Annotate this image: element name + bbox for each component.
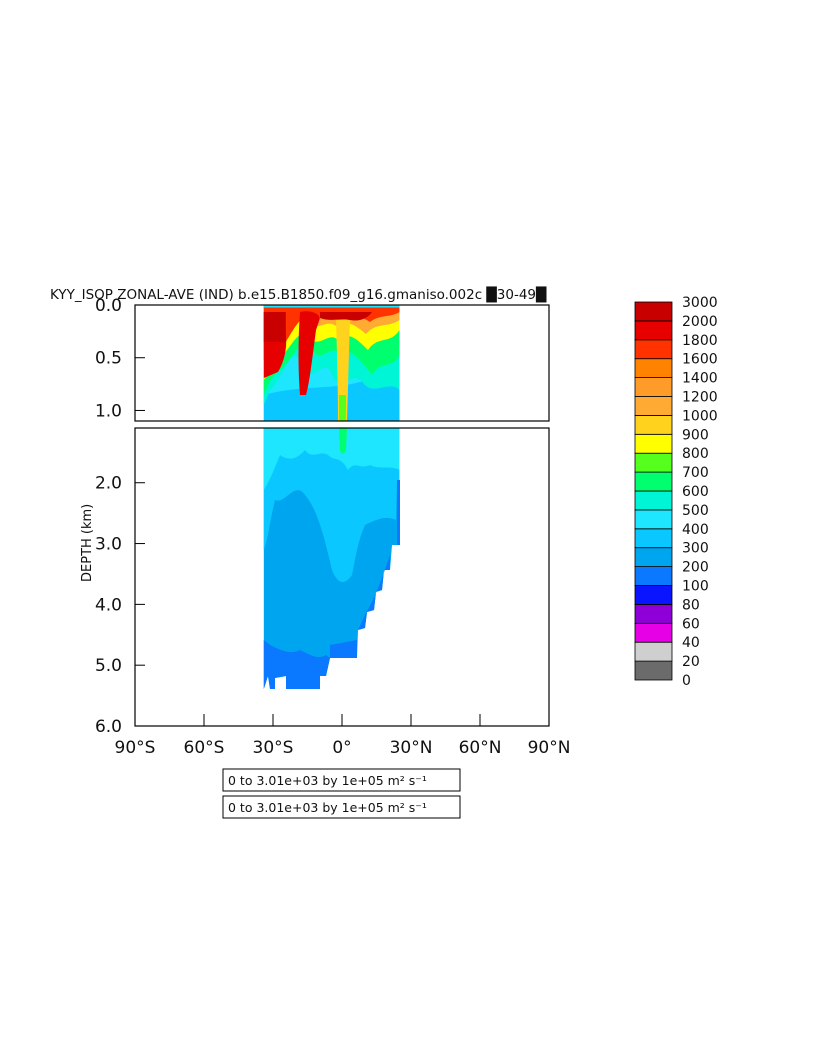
colorbar-label: 500 [682,503,709,519]
y-tick-label: 3.0 [95,535,122,555]
field-region [339,428,347,454]
colorbar-swatch [634,509,673,530]
colorbar-label: 60 [682,616,700,632]
y-tick-label: 5.0 [95,656,122,676]
colorbar-label: 800 [682,446,709,462]
colorbar-swatch [634,396,673,416]
colorbar-swatch [634,433,673,454]
field-region [263,428,400,490]
colorbar-swatch [634,490,673,511]
colorbar-swatch [634,358,673,379]
x-tick-label: 60°S [184,738,225,758]
info-box-1: 0 to 3.01e+03 by 1e+05 m² s⁻¹ [222,768,461,792]
colorbar-label: 1400 [682,371,718,387]
y-axis-label: DEPTH (km) [80,504,95,582]
colorbar-swatch [634,377,673,397]
colorbar-label: 1800 [682,333,718,349]
field-region [263,312,286,342]
x-tick-label: 90°N [528,738,571,758]
colorbar-swatch [634,566,673,586]
colorbar-label: 20 [682,654,700,670]
colorbar-swatch [634,585,673,605]
x-tick-label: 90°S [115,738,156,758]
colorbar-swatch [634,660,673,681]
colorbar-label: 3000 [682,295,718,311]
colorbar-swatch [634,301,673,322]
x-tick-label: 30°S [253,738,294,758]
colorbar-label: 1000 [682,408,718,424]
colorbar-label: 400 [682,522,709,538]
colorbar-swatch [634,547,673,568]
y-tick-label: 0.0 [95,296,122,316]
info-box-2: 0 to 3.01e+03 by 1e+05 m² s⁻¹ [222,795,461,819]
y-tick-label: 2.0 [95,474,122,494]
field-region [397,480,400,545]
colorbar-swatch [634,320,673,341]
field-region [263,380,400,421]
colorbar-label: 0 [682,673,691,689]
field-region [339,395,346,421]
field-region [263,428,400,582]
colorbar-label: 1200 [682,390,718,406]
field-region [263,305,400,308]
colorbar-label: 40 [682,635,700,651]
x-tick-label: 60°N [459,738,502,758]
colorbar-label: 1600 [682,352,718,368]
field-region [263,305,400,360]
colorbar-swatch [634,471,673,492]
upper-panel [263,305,400,421]
colorbar-label: 700 [682,465,709,481]
y-tick-label: 6.0 [95,717,122,737]
y-tick-label: 0.5 [95,349,122,369]
y-tick-label: 4.0 [95,595,122,615]
info-text-1: 0 to 3.01e+03 by 1e+05 m² s⁻¹ [228,773,427,788]
x-tick-label: 0° [332,738,351,758]
field-region [330,640,357,658]
lower-panel [263,428,400,689]
axes: 90°S 60°S 30°S 0° 30°N 60°N 90°N 0.0 0.5 1.0 2.0 3.… [95,296,570,758]
upper-panel-frame [134,304,550,422]
colorbar-swatch [634,339,673,360]
colorbar-label: 2000 [682,314,718,330]
colorbar-label: 80 [682,597,700,613]
y-tick-label: 1.0 [95,401,122,421]
colorbar-swatch [634,622,673,643]
field-region [320,312,372,321]
colorbar-swatch [634,452,673,473]
colorbar-swatch [634,641,673,662]
chart-title: KYY_ISOP ZONAL-AVE (IND) b.e15.B1850.f09… [50,286,547,303]
field-region [298,311,320,395]
colorbar-swatch [634,528,673,549]
x-tick-label: 30°N [390,738,433,758]
info-text-2: 0 to 3.01e+03 by 1e+05 m² s⁻¹ [228,800,427,815]
colorbar-swatch [634,604,673,624]
field-region [263,640,330,689]
colorbar-label: 100 [682,579,709,595]
colorbar-label: 600 [682,484,709,500]
colorbar-label: 900 [682,427,709,443]
colorbar-label: 300 [682,541,709,557]
colorbar-swatch [634,414,673,435]
colorbar-label: 200 [682,560,709,576]
colorbar: 0 20 40 60 80 100 200 300 400 500 600 700 800 900 1000… [634,295,718,689]
